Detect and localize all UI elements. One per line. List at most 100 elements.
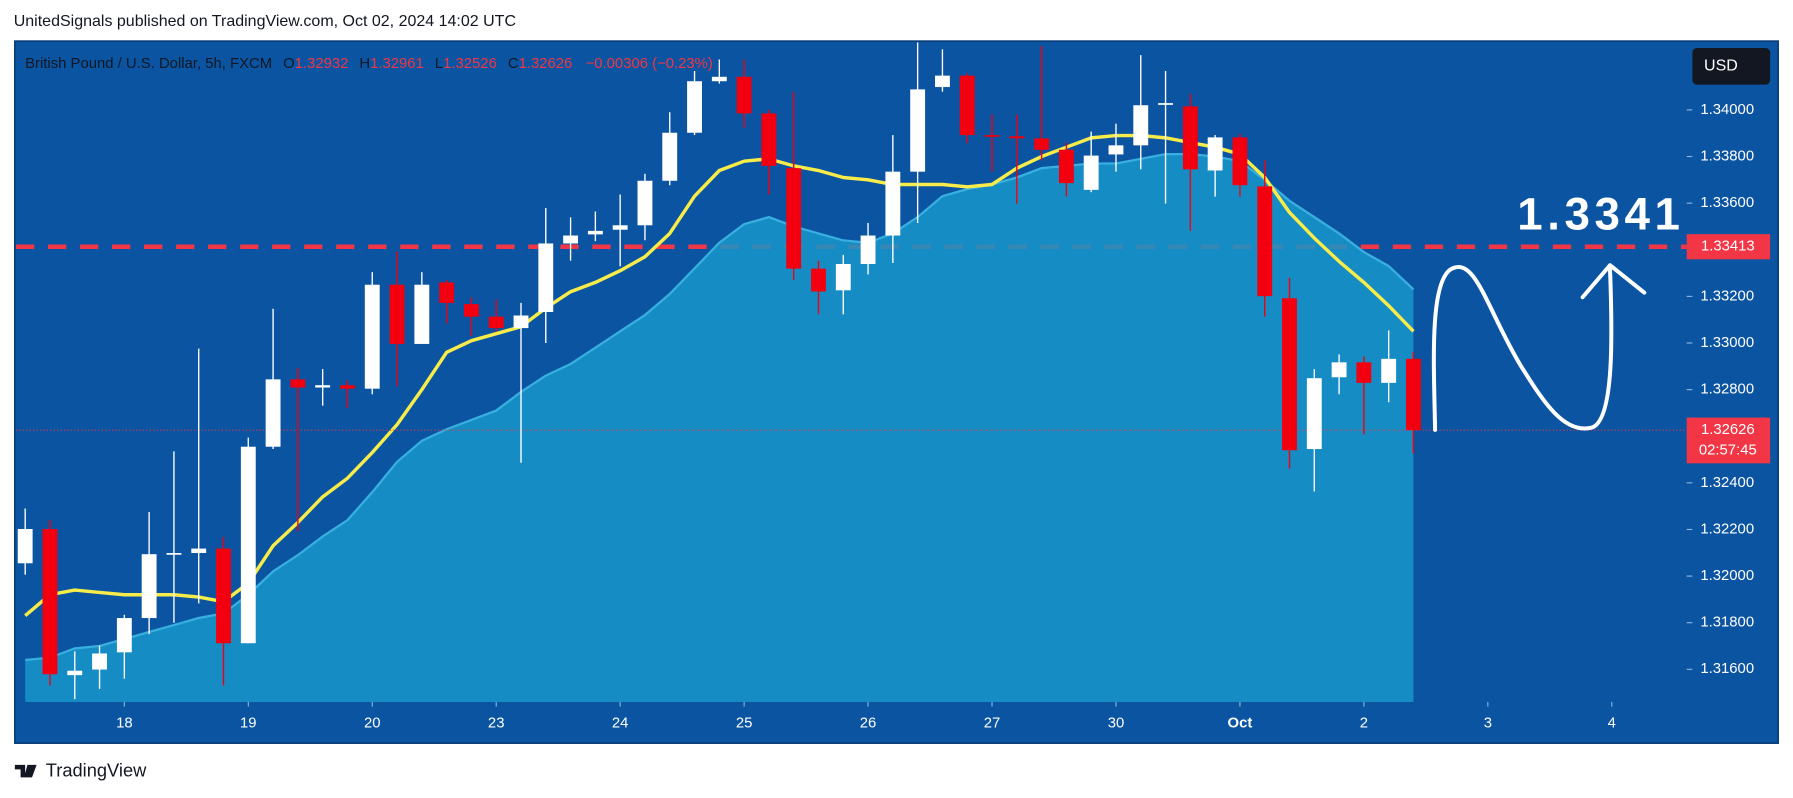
moving-average [24,133,1415,618]
candle-body [1207,137,1223,171]
candle-body [935,75,950,88]
candle-body [1356,362,1372,383]
candle-body [612,225,628,230]
x-tick-label: 30 [1108,716,1125,732]
y-tick-label: 1.31600 [1700,661,1754,677]
area [25,154,1414,702]
candle-body [1282,298,1297,451]
candle-body [340,385,355,389]
candle-body [513,315,529,329]
last-price-label: 1.32626 [1701,422,1755,438]
y-tick-label: 1.31800 [1700,615,1754,631]
candle-body [885,171,901,236]
x-tick-label: 27 [984,716,1001,732]
candle-body [240,446,256,644]
candle-body [786,168,802,269]
x-tick-label: 23 [488,716,505,732]
candle-body [1108,145,1124,155]
legend-c: C [508,56,519,72]
candle-body [17,529,33,564]
area-edge [25,153,1415,662]
y-tick-label: 1.32800 [1700,382,1754,398]
candle-body [1232,137,1248,186]
x-tick-label: 24 [612,716,629,732]
footer-text: TradingView [46,760,147,781]
candle-body [414,284,430,344]
countdown: 02:57:45 [1699,443,1757,459]
level-tag [1686,234,1771,260]
candle-body [1158,103,1173,105]
annotation: 1.3341 [1517,188,1684,239]
candle-body [860,235,876,264]
currency-label[interactable]: USD [1704,58,1738,75]
candle-body [811,268,826,292]
level-tag-label: 1.33413 [1701,239,1755,255]
candle-body [389,284,405,344]
plot-area: 1.31600 1.31800 1.32000 1.32200 1.32400 1.326… [16,42,1771,732]
candle-body [116,618,132,653]
candle-body [711,76,727,82]
candle-body [364,284,380,389]
candle-body [1034,138,1050,150]
candle-body [67,670,83,676]
y-tick-label: 1.33000 [1700,335,1754,351]
candle-body [488,316,504,329]
legend-close: 1.32626 [519,56,573,72]
candle-body [959,75,975,136]
candle-body [216,548,231,644]
last-price-tag [1686,417,1771,464]
candle-body [141,554,157,619]
y-tick-label: 1.32400 [1700,475,1754,491]
x-tick-label: Oct [1228,716,1253,732]
x-tick-label: 19 [240,716,257,732]
candle-body [736,76,752,114]
y-tick-label: 1.33800 [1700,148,1754,164]
legend-l: L [435,56,443,72]
x-tick-label: 3 [1484,716,1492,732]
candle-body [191,548,207,554]
currency-button[interactable] [1692,48,1771,85]
x-tick-label: 18 [116,716,133,732]
y-tick-label: 1.33600 [1700,195,1754,211]
legend-h: H [359,56,370,72]
candle-body [910,89,926,172]
candle-body [587,230,603,235]
candle-body [290,379,306,388]
legend-title: British Pound / U.S. Dollar, 5h, FXCM [25,56,272,72]
legend-o: O [283,56,295,72]
legend-change: −0.00306 (−0.23%) [586,56,713,72]
legend: British Pound / U.S. Dollar, 5h, FXCM O 1… [25,56,713,72]
candle-body [637,180,653,226]
y-tick-label: 1.32200 [1700,521,1754,537]
legend-high: 1.32961 [370,56,424,72]
candle-body [463,304,479,317]
candle-body [1009,136,1025,139]
candle-body [1406,358,1421,431]
candle-body [538,243,554,312]
candle-body [166,553,182,555]
candle-body [1058,149,1074,184]
candle-body [1257,186,1273,297]
x-tick-label: 4 [1608,716,1616,732]
candle-body [984,135,1000,137]
x-tick-label: 2 [1360,716,1368,732]
legend-low: 1.32526 [443,56,497,72]
candle-body [1083,155,1099,190]
y-tick-label: 1.32000 [1700,568,1754,584]
candle-body [1133,105,1149,146]
y-tick-label: 1.33200 [1700,288,1754,304]
candle-body [687,81,702,133]
candle-body [92,653,107,670]
x-tick-label: 20 [364,716,381,732]
candle-body [42,529,58,675]
publish-text: UnitedSignals published on TradingView.c… [14,13,516,30]
candle-body [439,282,455,303]
x-tick-label: 26 [860,716,877,732]
candle-body [662,132,678,181]
x-tick-label: 25 [736,716,753,732]
candle-body [1182,106,1198,170]
candle-body [761,113,777,166]
candle-body [1331,362,1347,378]
candle-body [265,379,281,447]
